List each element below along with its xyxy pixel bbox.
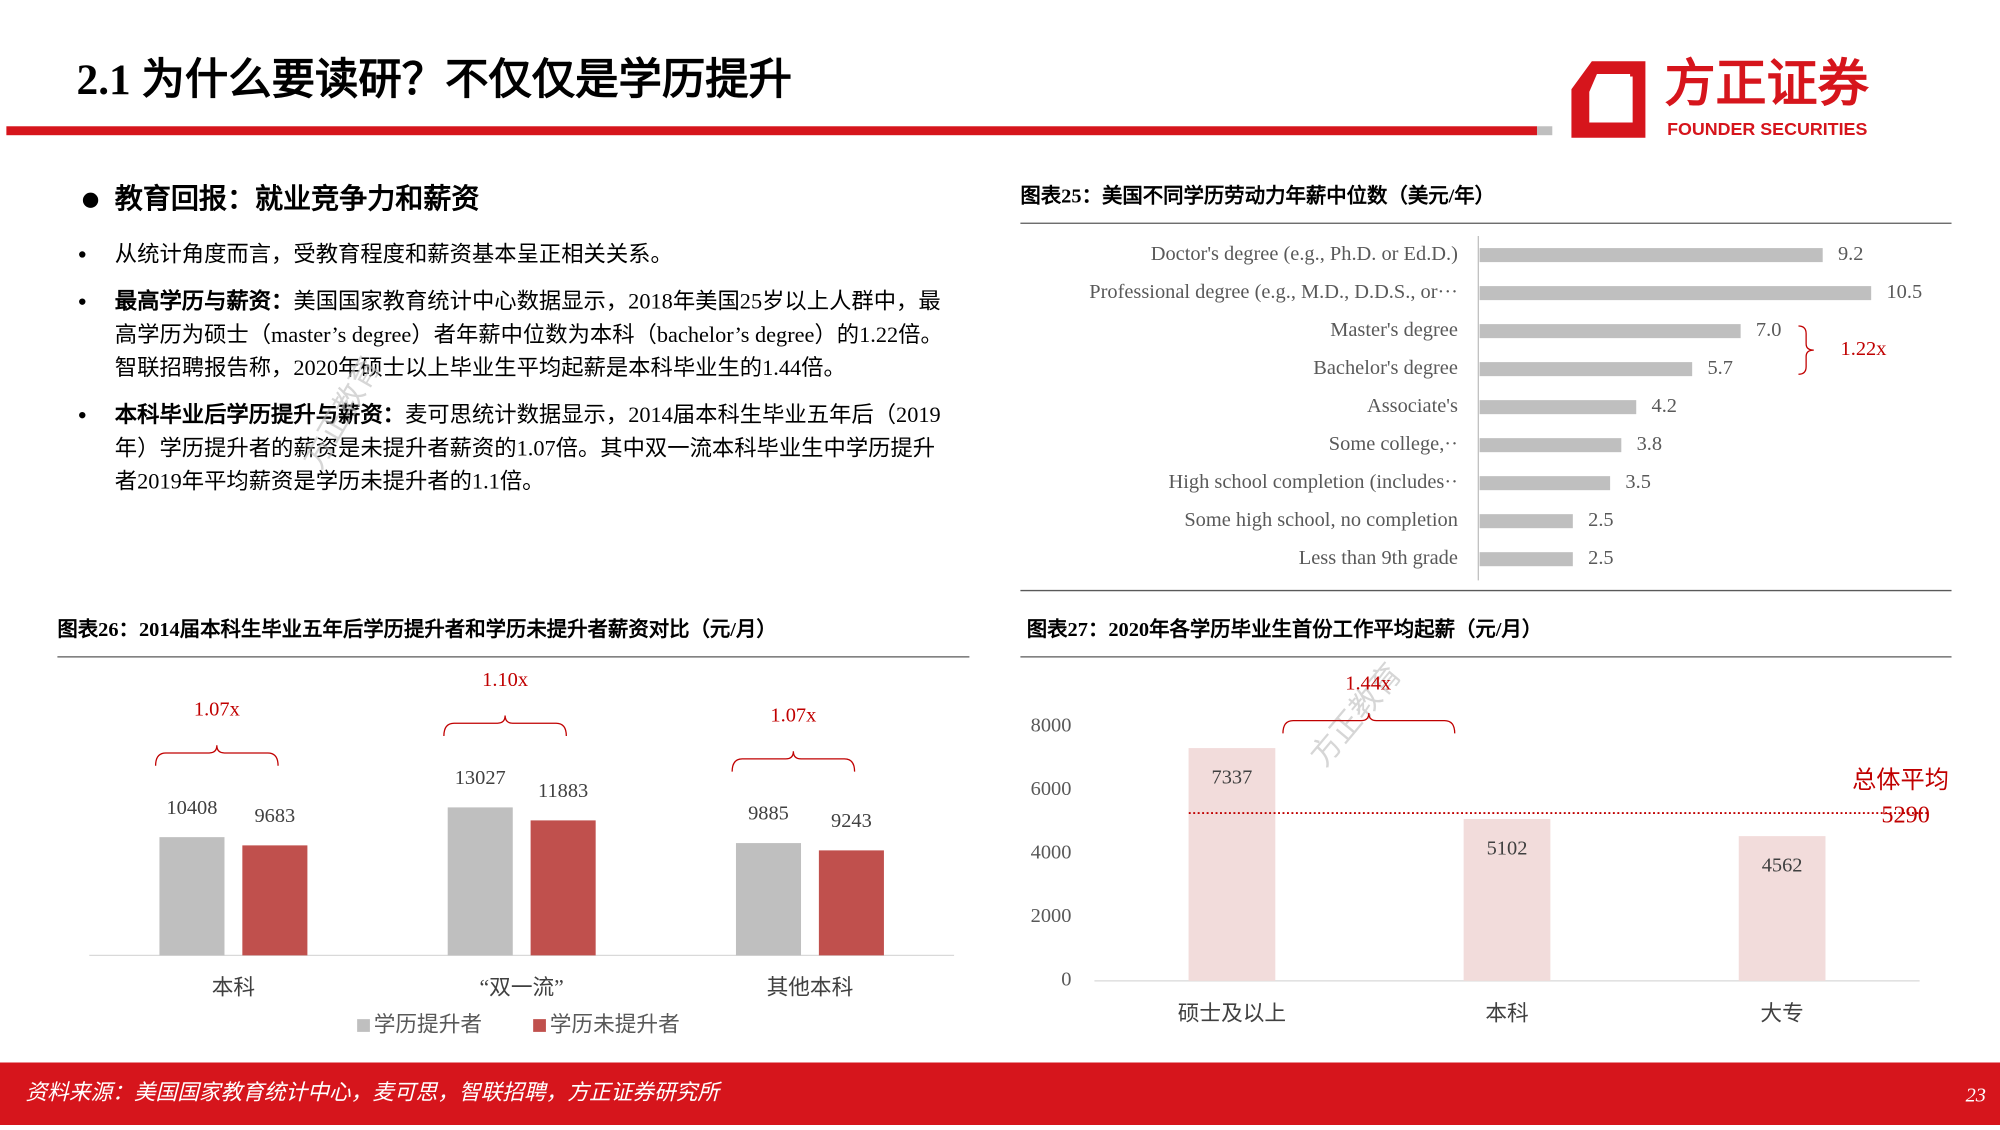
chart-title: 图表27：2020年各学历毕业生首份工作平均起薪（元/月） (1027, 617, 1542, 641)
value-label: 5102 (1487, 837, 1528, 859)
bar (735, 843, 802, 956)
bar (1479, 552, 1573, 567)
value-label: 9243 (831, 810, 872, 832)
reference-label: 总体平均 (1852, 767, 1949, 794)
bullet-text: 从统计角度而言，受教育程度和薪资基本呈正相关关系。 (114, 241, 673, 267)
brace (1798, 325, 1814, 375)
slide-title: 2.1 为什么要读研？不仅仅是学历提升 (77, 56, 792, 104)
bar (530, 820, 596, 956)
bar (1463, 818, 1551, 981)
annotation: 1.07x (194, 699, 240, 721)
reference-value: 5290 (1881, 801, 1929, 828)
annotation: 1.44x (1345, 673, 1391, 695)
logo-cn: 方正证券 (1665, 56, 1870, 113)
value-label: 7.0 (1756, 319, 1782, 341)
value-label: 3.5 (1625, 471, 1651, 493)
category-label: Less than 9th grade (1299, 547, 1458, 569)
bar (1188, 748, 1276, 981)
logo-icon-inner (1589, 73, 1631, 123)
category-label: 硕士及以上 (1178, 1001, 1286, 1025)
bar (1479, 476, 1611, 491)
bar (1479, 362, 1693, 377)
legend-swatch (533, 1019, 546, 1032)
section-heading: 教育回报：就业竞争力和薪资 (115, 182, 480, 215)
bar (1479, 286, 1872, 301)
value-label: 9885 (748, 803, 789, 825)
section-dot (82, 192, 99, 208)
category-label: Bachelor's degree (1313, 357, 1458, 379)
brace (1282, 712, 1456, 734)
value-label: 4.2 (1652, 395, 1677, 417)
bar (1479, 400, 1637, 415)
category-label: High school completion (includes·· (1169, 471, 1458, 493)
bar (818, 850, 884, 956)
value-label: 9.2 (1838, 243, 1864, 265)
footer-band (0, 1062, 2000, 1125)
page-number: 23 (1966, 1085, 1986, 1107)
chart-title: 图表26：2014届本科生毕业五年后学历提升者和学历未提升者薪资对比（元/月） (57, 617, 776, 641)
bar (159, 837, 225, 956)
bullets: 从统计角度而言，受教育程度和薪资基本呈正相关关系。 最高学历与薪资：美国国家教育… (77, 237, 957, 497)
annotation: 1.10x (482, 669, 528, 691)
category-label: Associate's (1367, 395, 1458, 417)
annotation: 1.22x (1841, 338, 1887, 360)
category-label: Doctor's degree (e.g., Ph.D. or Ed.D.) (1151, 243, 1458, 265)
bullet: 最高学历与薪资：美国国家教育统计中心数据显示，2018年美国25岁以上人群中，最… (77, 284, 957, 383)
value-label: 9683 (254, 805, 295, 827)
value-label: 7337 (1212, 766, 1253, 788)
logo-en: FOUNDER SECURITIES (1667, 119, 1867, 139)
legend-label: 学历提升者 (374, 1013, 482, 1037)
value-label: 13027 (455, 767, 506, 789)
value-label: 10408 (166, 797, 217, 819)
y-tick-label: 0 (1061, 969, 1071, 991)
header-rule-end (1536, 126, 1553, 136)
value-label: 5.7 (1707, 357, 1732, 379)
annotation: 1.07x (770, 704, 816, 726)
category-label: 大专 (1760, 1001, 1803, 1025)
bar (242, 845, 308, 956)
bullet: 从统计角度而言，受教育程度和薪资基本呈正相关关系。 (77, 237, 957, 270)
bullet: 本科毕业后学历提升与薪资：麦可思统计数据显示，2014届本科生毕业五年后（201… (77, 398, 957, 497)
bar (1479, 438, 1622, 453)
bullet-list: 从统计角度而言，受教育程度和薪资基本呈正相关关系。 最高学历与薪资：美国国家教育… (77, 237, 957, 497)
bar (1479, 248, 1823, 263)
value-label: 2.5 (1588, 547, 1614, 569)
category-label: Master's degree (1330, 319, 1458, 341)
value-label: 11883 (538, 780, 588, 802)
value-label: 4562 (1762, 854, 1803, 876)
brace (443, 715, 567, 736)
category-label: 其他本科 (767, 976, 854, 1000)
y-tick-label: 6000 (1031, 778, 1072, 800)
category-label: 本科 (212, 976, 255, 1000)
bar (1479, 324, 1741, 339)
category-label: Some college,·· (1329, 433, 1458, 455)
bullet-lead: 最高学历与薪资： (114, 288, 294, 314)
bar (447, 807, 513, 956)
bullet-text: 美国国家教育统计中心数据显示，2018年美国25岁以上人群中，最高学历为硕士（m… (114, 288, 943, 381)
y-tick-label: 8000 (1031, 715, 1072, 737)
legend-label: 学历未提升者 (550, 1013, 680, 1037)
chart-title: 图表25：美国不同学历劳动力年薪中位数（美元/年） (1020, 183, 1495, 207)
bar (1479, 514, 1573, 529)
footer-source: 资料来源：美国国家教育统计中心，麦可思，智联招聘，方正证券研究所 (26, 1080, 723, 1104)
category-label: “双一流” (480, 976, 564, 1000)
value-label: 10.5 (1886, 281, 1922, 303)
value-label: 3.8 (1637, 433, 1663, 455)
legend-swatch (357, 1019, 370, 1032)
y-tick-label: 4000 (1031, 842, 1072, 864)
category-label: Professional degree (e.g., M.D., D.D.S.,… (1089, 281, 1458, 303)
category-label: 本科 (1485, 1001, 1528, 1025)
bullet-lead: 本科毕业后学历提升与薪资： (114, 401, 405, 428)
bullet-text: 麦可思统计数据显示，2014届本科生毕业五年后（2019年）学历提升者的薪资是未… (114, 401, 941, 494)
header-rule (6, 126, 1537, 136)
value-label: 2.5 (1588, 509, 1614, 531)
bar (1738, 836, 1826, 981)
category-label: Some high school, no completion (1184, 509, 1458, 531)
y-tick-label: 2000 (1031, 905, 1072, 927)
